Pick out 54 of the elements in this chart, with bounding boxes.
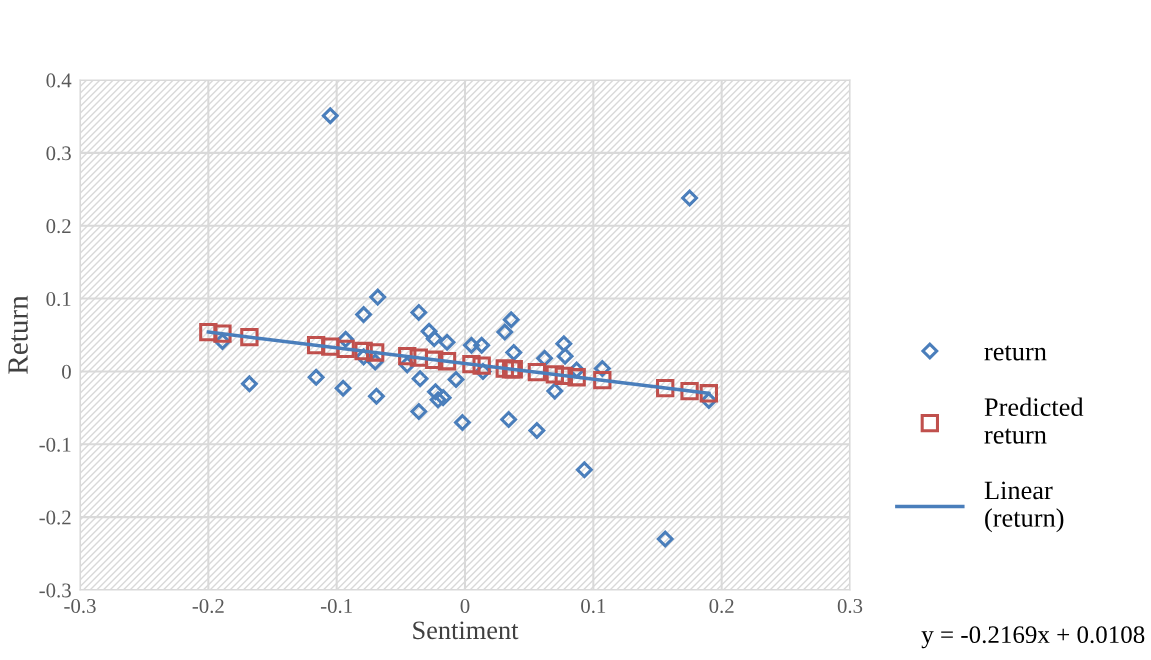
point xyxy=(411,370,429,388)
point xyxy=(334,379,352,397)
point xyxy=(429,391,447,409)
point xyxy=(434,389,452,407)
point xyxy=(321,107,339,125)
point xyxy=(369,288,387,306)
point xyxy=(546,382,564,400)
x-tick-label: 0.1 xyxy=(581,598,606,614)
y-tick-label: 0.1 xyxy=(46,291,71,307)
point xyxy=(681,189,698,207)
x-tick-label: -0.3 xyxy=(64,598,96,614)
point xyxy=(575,461,593,479)
legend-label: return xyxy=(984,345,1047,361)
point xyxy=(368,387,385,405)
point xyxy=(241,375,258,393)
y-axis-title: Return xyxy=(8,295,28,374)
point xyxy=(307,368,325,386)
point xyxy=(656,530,674,548)
point xyxy=(699,384,718,403)
point xyxy=(555,335,573,353)
x-tick-label: 0 xyxy=(460,598,470,613)
point xyxy=(473,336,491,354)
y-tick-label: 0.4 xyxy=(46,73,72,88)
y-tick-label: -0.2 xyxy=(39,510,71,525)
point xyxy=(463,336,480,354)
y-tick-label: 0.3 xyxy=(46,146,71,161)
point xyxy=(420,322,438,340)
point xyxy=(502,311,520,329)
point xyxy=(454,414,471,431)
y-tick-label: 0 xyxy=(62,364,71,379)
point xyxy=(500,411,518,428)
y-tick-label: -0.1 xyxy=(39,437,71,452)
point xyxy=(410,403,428,420)
point xyxy=(438,333,456,351)
point xyxy=(427,383,444,401)
point xyxy=(505,344,523,361)
text: y = -0.2169x + 0.0108 xyxy=(921,626,1145,649)
point xyxy=(496,323,514,341)
x-tick-label: 0.2 xyxy=(709,598,734,614)
x-tick-label: -0.1 xyxy=(320,598,352,614)
point xyxy=(355,306,373,323)
x-tick-label: 0.3 xyxy=(837,598,863,614)
point xyxy=(528,422,546,439)
point xyxy=(447,371,465,388)
point xyxy=(425,330,443,348)
point xyxy=(410,304,428,321)
y-tick-label: -0.3 xyxy=(39,583,71,598)
legend-label: Predicted return xyxy=(984,397,1084,444)
x-axis-title: Sentiment xyxy=(413,621,519,640)
point xyxy=(556,347,574,365)
point xyxy=(199,322,218,342)
y-tick-label: 0.2 xyxy=(46,219,71,234)
x-tick-label: -0.2 xyxy=(192,598,224,614)
legend-label: Linear (return) xyxy=(984,481,1064,533)
